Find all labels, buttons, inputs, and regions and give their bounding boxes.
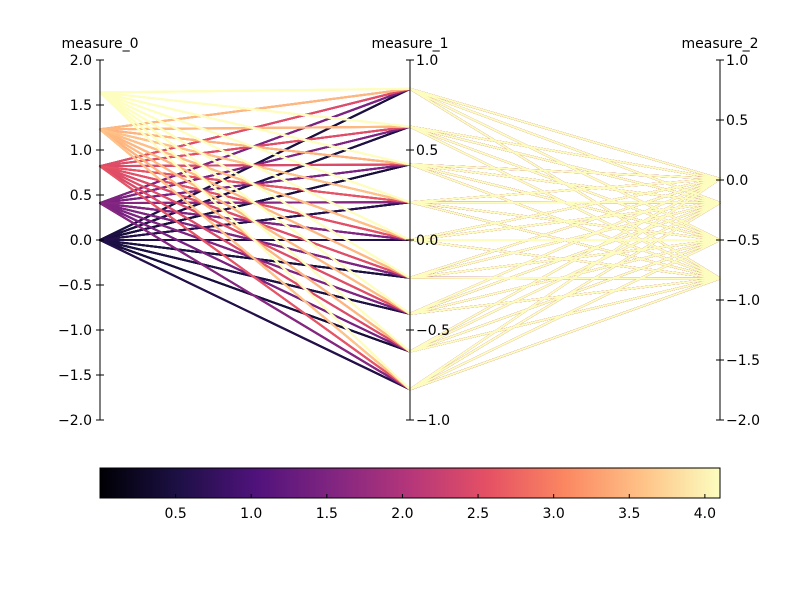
axis-tick-label: 2.0 bbox=[70, 53, 92, 69]
axis-tick-label: −1.5 bbox=[58, 368, 92, 384]
axis-tick-label: 1.0 bbox=[416, 53, 438, 69]
colorbar-gradient bbox=[100, 468, 720, 498]
axis-tick-label: 0.5 bbox=[416, 143, 438, 159]
axis-tick-label: −0.5 bbox=[726, 233, 760, 249]
colorbar-tick-label: 3.0 bbox=[543, 506, 565, 522]
axis-tick-label: 0.5 bbox=[70, 188, 92, 204]
axis-tick-label: −1.0 bbox=[58, 323, 92, 339]
axis-tick-label: −2.0 bbox=[726, 413, 760, 429]
colorbar: 0.5 1.0 1.5 2.0 2.5 3.0 3.5 4.0 bbox=[99, 467, 721, 522]
colorbar-frame bbox=[99, 467, 721, 499]
axis-title-measure_2: measure_2 bbox=[682, 36, 759, 52]
colorbar-tick-label: 2.5 bbox=[467, 506, 489, 522]
colorbar-tick-label: 1.5 bbox=[316, 506, 338, 522]
colorbar-tick-label: 4.0 bbox=[694, 506, 716, 522]
colorbar-tick-label: 2.0 bbox=[391, 506, 413, 522]
axes: measure_0 −2.0 −1.5 −1.0 −0.5 0.0 0.5 1.0 1.5 2.0… bbox=[58, 36, 760, 429]
axis-tick-label: 0.0 bbox=[70, 233, 92, 249]
axis-title-measure_0: measure_0 bbox=[62, 36, 139, 52]
axis-tick-label: 1.5 bbox=[70, 98, 92, 114]
axis-tick-label: −0.5 bbox=[58, 278, 92, 294]
axis-tick-label: −1.0 bbox=[726, 293, 760, 309]
axis-tick-label: 1.0 bbox=[70, 143, 92, 159]
axis-tick-label: 0.0 bbox=[726, 173, 748, 189]
colorbar-tick-label: 3.5 bbox=[618, 506, 640, 522]
colorbar-tick-label: 1.0 bbox=[240, 506, 262, 522]
axis-tick-label: 0.0 bbox=[416, 233, 438, 249]
axis-tick-label: −1.0 bbox=[416, 413, 450, 429]
axis-tick-label: 1.0 bbox=[726, 53, 748, 69]
axis-tick-label: −0.5 bbox=[416, 323, 450, 339]
axis-title-measure_1: measure_1 bbox=[372, 36, 449, 52]
axis-tick-label: −2.0 bbox=[58, 413, 92, 429]
axis-tick-label: −1.5 bbox=[726, 353, 760, 369]
colorbar-tick-label: 0.5 bbox=[164, 506, 186, 522]
axis-tick-label: 0.5 bbox=[726, 113, 748, 129]
